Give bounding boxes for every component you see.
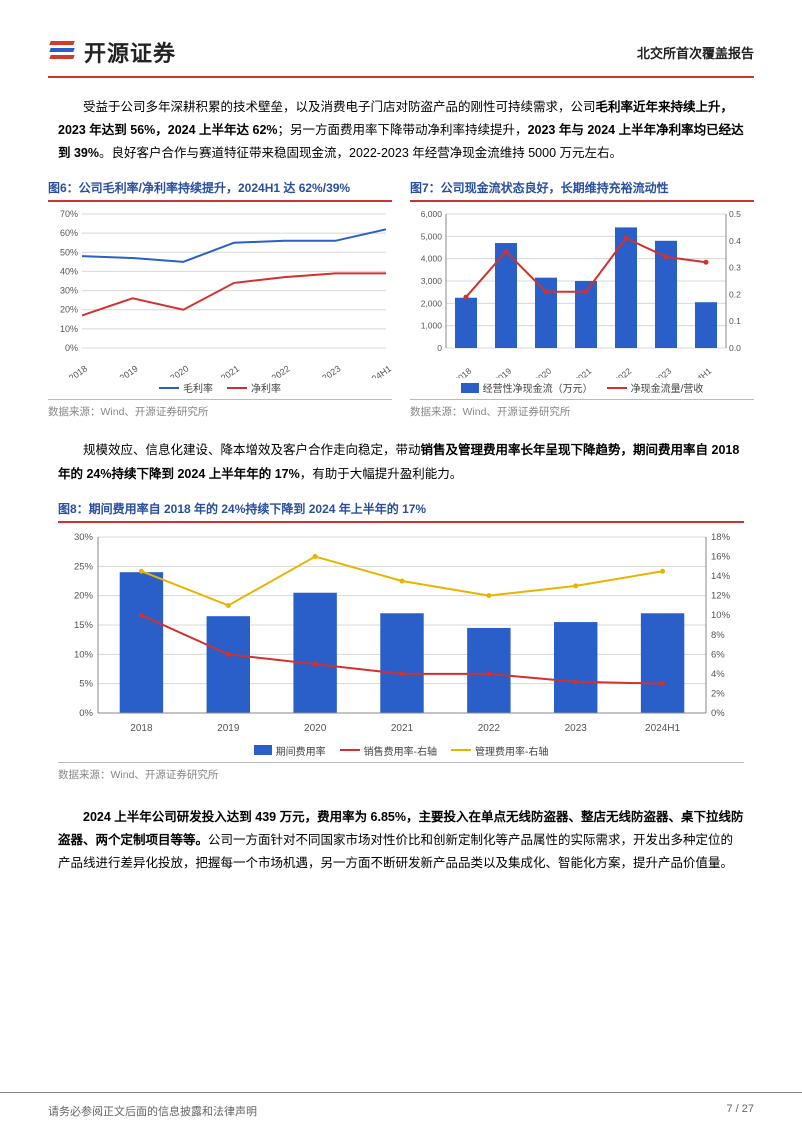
legend-item: 毛利率	[159, 380, 213, 395]
svg-text:5%: 5%	[79, 678, 93, 689]
svg-text:20%: 20%	[60, 305, 78, 315]
para-1: 受益于公司多年深耕积累的技术壁垒，以及消费电子门店对防盗产品的刚性可持续需求，公…	[58, 96, 744, 165]
logo-mark	[48, 38, 76, 66]
svg-text:3,000: 3,000	[421, 276, 443, 286]
logo-text: 开源证券	[84, 36, 176, 68]
para2-t1: 规模效应、信息化建设、降本增效及客户合作走向稳定，带动	[83, 443, 421, 457]
svg-text:14%: 14%	[711, 571, 731, 582]
legend-item: 净现金流量/营收	[607, 380, 704, 395]
svg-text:2021: 2021	[219, 364, 241, 379]
svg-text:2022: 2022	[478, 723, 501, 734]
para1-t1: 受益于公司多年深耕积累的技术壁垒，以及消费电子门店对防盗产品的刚性可持续需求，公…	[83, 100, 596, 114]
para2-t2: ，有助于大幅提升盈利能力。	[300, 467, 463, 481]
svg-text:2024H1: 2024H1	[645, 723, 680, 734]
legend-item: 期间费用率	[254, 743, 326, 758]
svg-text:15%: 15%	[74, 620, 94, 631]
svg-text:2024H1: 2024H1	[362, 364, 392, 379]
para-3: 2024 上半年公司研发投入达到 439 万元，费用率为 6.85%，主要投入在…	[58, 806, 744, 875]
svg-text:2,000: 2,000	[421, 299, 443, 309]
svg-text:2018: 2018	[67, 364, 89, 379]
svg-text:0%: 0%	[65, 343, 78, 353]
svg-text:10%: 10%	[60, 324, 78, 334]
legend-item: 销售费用率-右轴	[340, 743, 437, 758]
page-header: 开源证券 北交所首次覆盖报告	[48, 36, 754, 78]
footer-right: 7 / 27	[726, 1103, 754, 1119]
fig6-title: 图6：公司毛利率/净利率持续提升，2024H1 达 62%/39%	[48, 179, 392, 202]
svg-text:0.4: 0.4	[729, 236, 741, 246]
svg-text:30%: 30%	[60, 286, 78, 296]
svg-text:2021: 2021	[391, 723, 414, 734]
fig6-source: 数据来源：Wind、开源证券研究所	[48, 404, 392, 419]
svg-text:2020: 2020	[304, 723, 327, 734]
svg-text:0: 0	[437, 343, 442, 353]
svg-text:0.0: 0.0	[729, 343, 741, 353]
fig6-chart: 0% 10% 20% 30% 40% 50% 60% 70% 2018 2019 2020 2021 2…	[48, 208, 392, 378]
svg-text:1,000: 1,000	[421, 321, 443, 331]
svg-text:30%: 30%	[74, 532, 94, 543]
svg-text:2020: 2020	[168, 364, 190, 379]
svg-text:0.1: 0.1	[729, 317, 741, 327]
svg-text:20%: 20%	[74, 590, 94, 601]
fig6-legend: 毛利率净利率	[48, 380, 392, 395]
fig7-chart: 0 1,000 2,000 3,000 4,000 5,000 6,000 0.0 0.1 0.2…	[410, 208, 754, 378]
fig8-source: 数据来源：Wind、开源证券研究所	[58, 767, 744, 782]
para1-t2: ；另一方面费用率下降带动净利率持续提升，	[278, 123, 528, 137]
fig7-source: 数据来源：Wind、开源证券研究所	[410, 404, 754, 419]
svg-text:25%: 25%	[74, 561, 94, 572]
svg-text:2023: 2023	[565, 723, 588, 734]
fig8-legend: 期间费用率销售费用率-右轴管理费用率-右轴	[58, 743, 744, 758]
footer-left: 请务必参阅正文后面的信息披露和法律声明	[48, 1103, 257, 1119]
svg-text:2020: 2020	[532, 366, 553, 378]
svg-text:2022: 2022	[270, 364, 292, 379]
svg-text:5,000: 5,000	[421, 232, 443, 242]
svg-text:2021: 2021	[572, 366, 593, 378]
svg-text:2023: 2023	[320, 364, 342, 379]
svg-text:10%: 10%	[711, 610, 731, 621]
svg-text:0.3: 0.3	[729, 263, 741, 273]
fig8-title: 图8：期间费用率自 2018 年的 24%持续下降到 2024 年上半年的 17…	[58, 500, 744, 523]
svg-text:6%: 6%	[711, 649, 725, 660]
svg-text:2024H1: 2024H1	[684, 366, 713, 378]
svg-text:2018: 2018	[130, 723, 153, 734]
doc-type: 北交所首次覆盖报告	[637, 43, 754, 62]
fig7-title: 图7：公司现金流状态良好，长期维持充裕流动性	[410, 179, 754, 202]
legend-item: 管理费用率-右轴	[451, 743, 548, 758]
svg-text:18%: 18%	[711, 532, 731, 543]
svg-text:6,000: 6,000	[421, 209, 443, 219]
svg-text:8%: 8%	[711, 629, 725, 640]
fig8-chart: 0% 5% 10% 15% 20% 25% 30% 0% 2% 4% 6% 8% 10% 12% 14% 16…	[58, 529, 744, 739]
svg-text:0.2: 0.2	[729, 290, 741, 300]
svg-text:2%: 2%	[711, 688, 725, 699]
legend-item: 经营性净现金流（万元）	[461, 380, 593, 395]
svg-text:2019: 2019	[217, 723, 240, 734]
para-2: 规模效应、信息化建设、降本增效及客户合作走向稳定，带动销售及管理费用率长年呈现下…	[58, 439, 744, 485]
svg-text:50%: 50%	[60, 248, 78, 258]
svg-text:12%: 12%	[711, 590, 731, 601]
svg-text:40%: 40%	[60, 267, 78, 277]
svg-text:2018: 2018	[452, 366, 473, 378]
svg-text:4%: 4%	[711, 669, 725, 680]
svg-text:0%: 0%	[79, 708, 93, 719]
fig7-legend: 经营性净现金流（万元） 净现金流量/营收	[410, 380, 754, 395]
svg-text:10%: 10%	[74, 649, 94, 660]
svg-text:4,000: 4,000	[421, 254, 443, 264]
svg-text:70%: 70%	[60, 209, 78, 219]
svg-text:2019: 2019	[492, 366, 513, 378]
svg-text:2023: 2023	[652, 366, 673, 378]
svg-text:0.5: 0.5	[729, 209, 741, 219]
legend-item: 净利率	[227, 380, 281, 395]
svg-text:0%: 0%	[711, 708, 725, 719]
svg-text:16%: 16%	[711, 551, 731, 562]
svg-text:60%: 60%	[60, 229, 78, 239]
logo: 开源证券	[48, 36, 176, 68]
para1-t3: 。良好客户合作与赛道特征带来稳固现金流，2022-2023 年经营净现金流维持 …	[99, 146, 622, 160]
svg-text:2019: 2019	[118, 364, 140, 379]
svg-text:2022: 2022	[612, 366, 633, 378]
